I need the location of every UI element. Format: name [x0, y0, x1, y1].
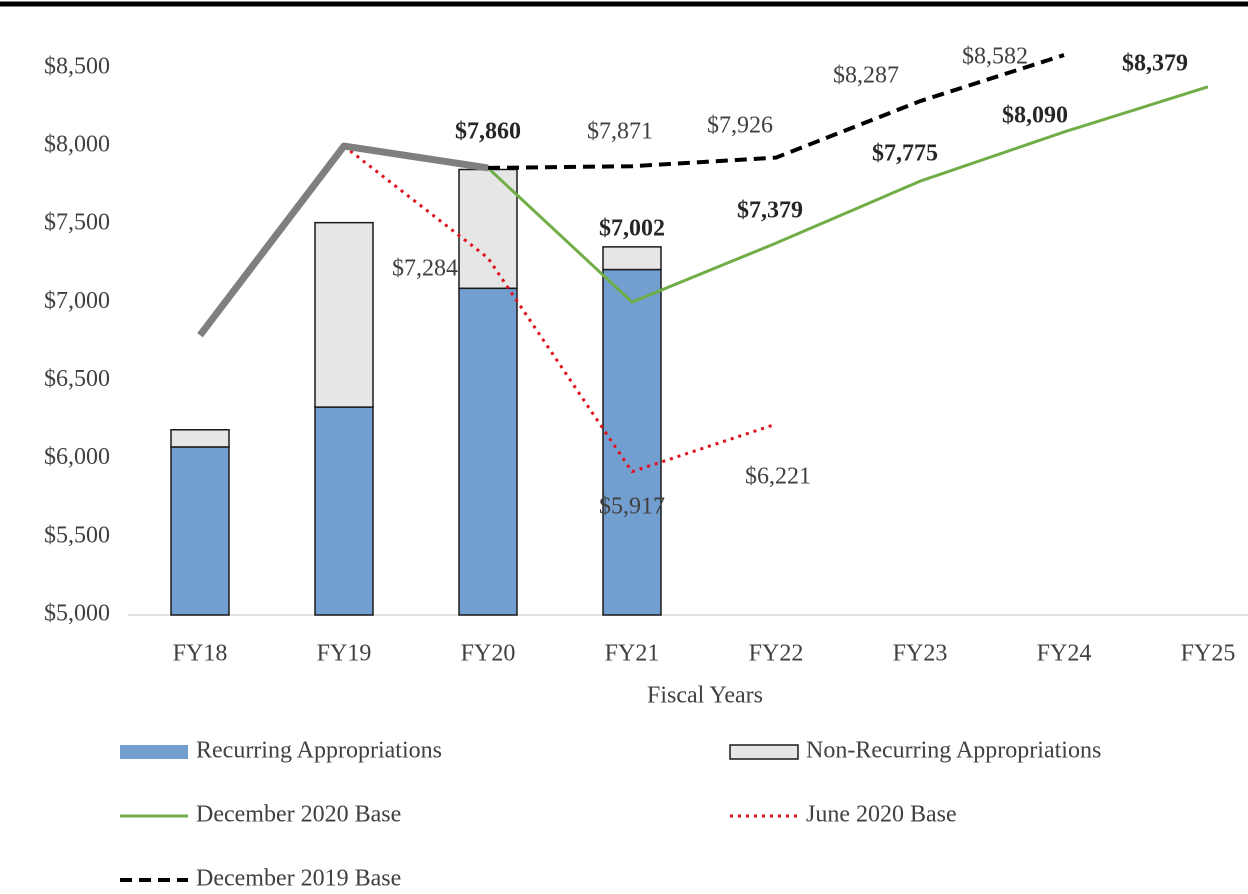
data-label: $5,917: [599, 494, 665, 520]
bar: [170, 429, 230, 448]
line-series: [343, 144, 777, 474]
y-tick-label: $8,000: [44, 132, 110, 158]
x-tick-label: FY25: [1181, 641, 1236, 667]
x-tick-label: FY19: [317, 641, 372, 667]
line-series: [197, 142, 489, 338]
legend-label: December 2019 Base: [196, 866, 401, 892]
bar: [314, 406, 374, 616]
y-tick-label: $7,500: [44, 210, 110, 236]
bar: [602, 268, 662, 616]
bar: [314, 221, 374, 408]
legend-label: Non-Recurring Appropriations: [806, 738, 1101, 764]
bar: [602, 246, 662, 271]
bar: [170, 446, 230, 616]
line-series: [486, 85, 1209, 304]
data-label: $7,002: [599, 216, 665, 242]
legend-label: December 2020 Base: [196, 802, 401, 828]
data-label: $7,379: [737, 198, 803, 224]
y-tick-label: $5,500: [44, 522, 110, 548]
data-label: $7,871: [587, 119, 653, 145]
data-label: $8,090: [1002, 103, 1068, 129]
x-tick-label: FY20: [461, 641, 516, 667]
data-label: $8,287: [833, 63, 899, 89]
data-label: $7,860: [455, 119, 521, 145]
legend-swatch: [120, 745, 188, 759]
legend-label: Recurring Appropriations: [196, 738, 442, 764]
x-tick-label: FY22: [749, 641, 804, 667]
line-series: [487, 53, 1065, 170]
x-tick-label: FY23: [893, 641, 948, 667]
x-tick-label: FY18: [173, 641, 228, 667]
data-label: $7,926: [707, 113, 773, 139]
data-label: $8,379: [1122, 51, 1188, 77]
y-tick-label: $8,500: [44, 53, 110, 79]
y-tick-label: $7,000: [44, 288, 110, 314]
x-tick-label: FY21: [605, 641, 660, 667]
x-axis-title: Fiscal Years: [647, 683, 763, 709]
data-label: $7,284: [392, 256, 458, 282]
bar: [458, 287, 518, 616]
legend-label: June 2020 Base: [806, 802, 957, 828]
data-label: $6,221: [745, 464, 811, 490]
data-label: $8,582: [962, 44, 1028, 70]
x-tick-label: FY24: [1037, 641, 1092, 667]
data-label: $7,775: [872, 141, 938, 167]
y-tick-label: $6,500: [44, 366, 110, 392]
y-tick-label: $6,000: [44, 444, 110, 470]
legend-swatch: [729, 744, 799, 760]
bar: [458, 168, 518, 290]
y-tick-label: $5,000: [44, 601, 110, 627]
